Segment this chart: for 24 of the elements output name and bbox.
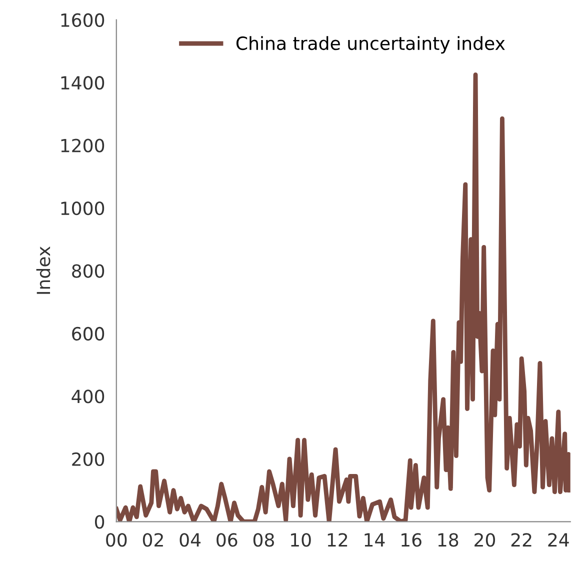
x-tick-label: 08 (253, 533, 274, 547)
x-tick-label: 20 (474, 533, 496, 547)
x-tick-label: 06 (216, 533, 238, 547)
x-tick-label: 12 (328, 533, 348, 546)
x-tick-label: 04 (180, 533, 201, 547)
y-tick-label: 800 (72, 264, 104, 278)
y-tick-label: 1200 (61, 138, 104, 152)
y-tick-label: 400 (72, 390, 104, 404)
y-tick-label: 200 (72, 452, 104, 466)
x-tick-label: 10 (291, 533, 311, 547)
y-tick-label: 600 (72, 326, 104, 341)
y-tick-label: 0 (94, 515, 104, 529)
x-tick-label: 14 (364, 533, 385, 546)
x-tick-label: 16 (402, 533, 422, 547)
y-axis-title: Index (36, 246, 50, 294)
y-tick-label: 1000 (61, 201, 104, 216)
x-tick-label: 00 (106, 533, 127, 547)
x-tick-label: 18 (438, 533, 458, 547)
x-tick-label: 02 (142, 533, 163, 547)
y-tick-label: 1400 (61, 76, 104, 90)
x-tick-label: 22 (511, 533, 532, 546)
y-tick-label: 1600 (61, 13, 104, 27)
x-tick-label: 24 (548, 533, 569, 546)
legend-label: China trade uncertainty index (236, 36, 505, 54)
